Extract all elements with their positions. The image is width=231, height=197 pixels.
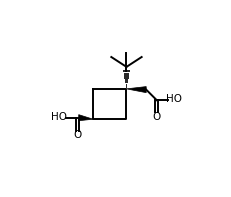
Text: O: O	[73, 130, 81, 140]
Polygon shape	[78, 115, 93, 121]
Text: O: O	[152, 112, 160, 122]
Polygon shape	[126, 87, 146, 93]
Text: HO: HO	[165, 95, 181, 104]
Text: HO: HO	[51, 112, 67, 122]
